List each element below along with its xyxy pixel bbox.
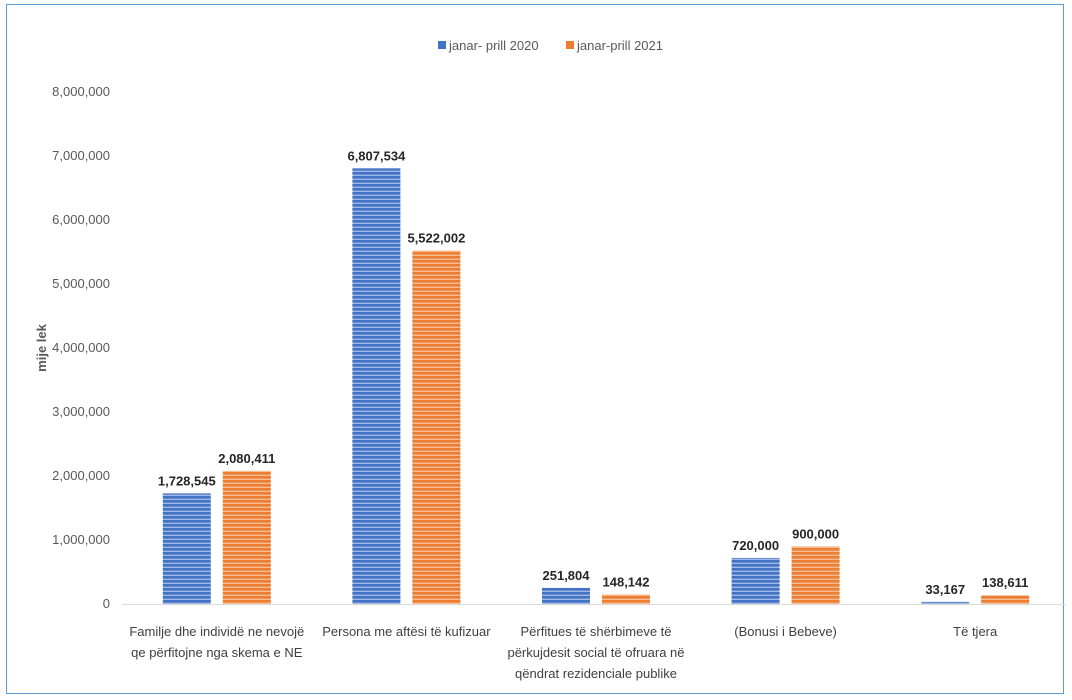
data-label: 6,807,534 [347,148,406,163]
data-label: 900,000 [792,526,839,541]
legend-label-0: janar- prill 2020 [448,38,539,53]
category-label: qe përfitojne nga skema e NE [131,645,303,660]
y-tick-label: 5,000,000 [52,276,110,291]
y-tick-label: 2,000,000 [52,468,110,483]
legend: janar- prill 2020 janar-prill 2021 [438,38,663,53]
y-tick-label: 4,000,000 [52,340,110,355]
y-tick-label: 0 [103,596,110,611]
bar-2020-3 [731,557,780,604]
y-tick-label: 3,000,000 [52,404,110,419]
data-label: 1,728,545 [158,473,216,488]
bar-2021-3 [791,546,840,604]
data-label: 33,167 [925,582,965,597]
y-tick-label: 6,000,000 [52,212,110,227]
y-axis: 0 1,000,000 2,000,000 3,000,000 4,000,000 5,0… [34,84,110,611]
bar-2021-1 [412,250,461,605]
y-tick-label: 7,000,000 [52,148,110,163]
category-label: (Bonusi i Bebeve) [734,624,837,639]
bar-2020-4 [921,601,970,604]
category-label: Persona me aftësi të kufizuar [322,624,491,639]
category-label: Të tjera [953,624,998,639]
data-label: 138,611 [982,575,1028,590]
data-label: 720,000 [732,538,779,553]
category-label: përkujdesit social të ofruara në [507,645,684,660]
data-label: 251,804 [543,568,591,583]
category-label: Familje dhe individë ne nevojë [129,624,304,639]
category-label: qëndrat rezidenciale publike [515,666,677,681]
data-label: 5,522,002 [407,231,465,246]
data-label: 2,080,411 [218,451,275,466]
y-axis-title: mije lek [34,323,49,371]
data-label: 148,142 [603,575,650,590]
y-tick-label: 8,000,000 [52,84,110,99]
y-tick-label: 1,000,000 [52,532,110,547]
bar-2020-2 [542,587,590,604]
bar-2021-2 [602,594,650,604]
bar-2021-0 [222,470,271,604]
x-axis: Familje dhe individë ne nevojë qe përfito… [122,604,1066,681]
bar-2020-0 [162,493,211,604]
bar-2020-1 [352,168,401,605]
legend-label-1: janar-prill 2021 [576,38,663,53]
legend-swatch-1 [566,41,574,49]
category-label: Përfitues të shërbimeve të [520,624,671,639]
bar-2021-4 [981,595,1030,604]
legend-swatch-0 [438,41,446,49]
